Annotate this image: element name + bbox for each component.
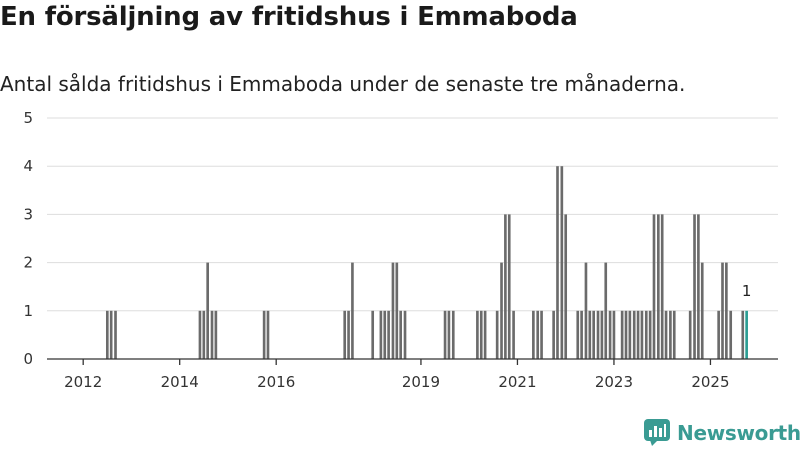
bar [371, 310, 375, 359]
data-label: 1 [742, 282, 752, 300]
newsworthy-brand: Newsworthy [644, 419, 800, 446]
bar [210, 310, 214, 359]
bar [672, 310, 676, 359]
bar [105, 310, 109, 359]
y-tick-label: 4 [23, 157, 33, 175]
y-tick-label: 0 [23, 350, 33, 368]
bar [399, 310, 402, 359]
bar [576, 310, 580, 359]
bar [443, 310, 447, 359]
bar [604, 262, 608, 359]
bar [507, 214, 511, 359]
bar [391, 262, 395, 359]
bar [697, 214, 700, 359]
bar [552, 310, 555, 359]
bar [262, 310, 266, 359]
bar [648, 310, 652, 359]
bar [379, 310, 383, 359]
bar [556, 166, 559, 359]
bar [608, 310, 612, 359]
bar [206, 262, 209, 359]
bar [383, 310, 387, 359]
bar [592, 310, 595, 359]
x-tick-label: 2023 [595, 373, 633, 391]
bar [660, 214, 664, 359]
x-tick-label: 2016 [257, 373, 295, 391]
bar [476, 310, 479, 359]
axes: 0 1 2 3 4 5 2012 2014 2016 2019 2021 2023 2025 [23, 109, 778, 391]
bar [540, 310, 543, 359]
bar [483, 310, 487, 359]
bar [721, 262, 724, 359]
bar [109, 310, 113, 359]
bar [560, 166, 564, 359]
y-tick-label: 2 [23, 254, 33, 272]
y-tick-label: 1 [23, 302, 33, 320]
bar [729, 310, 733, 359]
bar [640, 310, 644, 359]
bar [343, 310, 347, 359]
bar [717, 310, 720, 359]
bar-highlight [745, 310, 748, 359]
bar [693, 214, 696, 359]
bar [403, 310, 407, 359]
bar [652, 214, 656, 359]
chart-subtitle: Antal sålda fritidshus i Emmaboda under … [0, 72, 686, 96]
bar [495, 310, 499, 359]
bar [688, 310, 692, 359]
bar [395, 262, 399, 359]
bar [214, 310, 218, 359]
x-tick-label: 2012 [64, 373, 102, 391]
bar [504, 214, 507, 359]
bar [536, 310, 540, 359]
bar [612, 310, 616, 359]
bar [725, 262, 728, 359]
bar [596, 310, 600, 359]
bar [700, 262, 704, 359]
bar [447, 310, 451, 359]
bar [657, 214, 660, 359]
bar [644, 310, 648, 359]
bar [584, 262, 588, 359]
bar [351, 262, 354, 359]
bar [564, 214, 568, 359]
bar [741, 310, 745, 359]
bar [628, 310, 632, 359]
bar [500, 262, 503, 359]
bar [479, 310, 483, 359]
bar [512, 310, 515, 359]
bar [114, 310, 117, 359]
gridlines [47, 117, 778, 312]
bar [600, 310, 604, 359]
bar [451, 310, 455, 359]
bar [387, 310, 390, 359]
bar [636, 310, 640, 359]
x-tick-label: 2021 [498, 373, 536, 391]
y-tick-label: 5 [23, 109, 33, 127]
bar [669, 310, 672, 359]
newsworthy-logo-icon [644, 419, 670, 446]
y-tick-label: 3 [23, 205, 33, 223]
bar [198, 310, 202, 359]
bar [588, 310, 592, 359]
bar [532, 310, 535, 359]
bar [347, 310, 350, 359]
x-tick-label: 2014 [161, 373, 199, 391]
newsworthy-wordmark: Newsworthy [677, 421, 800, 445]
bar [580, 310, 583, 359]
bar [624, 310, 628, 359]
bar [664, 310, 668, 359]
bar [620, 310, 624, 359]
bars [105, 166, 748, 359]
bar [202, 310, 206, 359]
chart-title: En försäljning av fritidshus i Emmaboda [0, 2, 578, 32]
bar [266, 310, 270, 359]
bar [632, 310, 636, 359]
x-tick-label: 2019 [402, 373, 440, 391]
x-tick-label: 2025 [691, 373, 729, 391]
data-labels: 1 [742, 282, 752, 300]
